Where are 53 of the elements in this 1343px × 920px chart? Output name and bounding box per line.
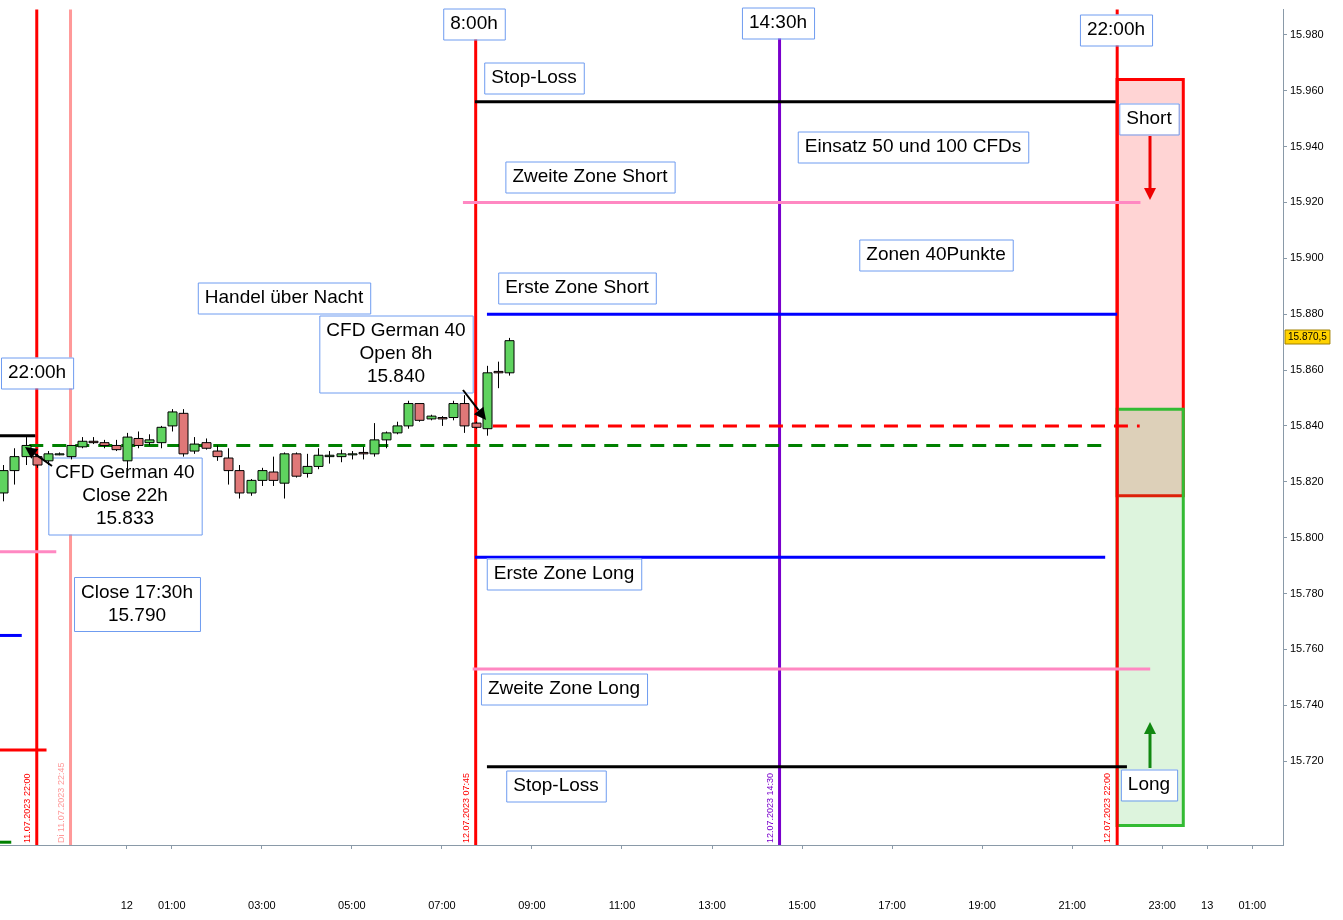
x-tick-label: 05:00 bbox=[338, 898, 366, 911]
y-tick-label: 15.800 bbox=[1290, 530, 1324, 543]
annotation: Stop-Loss bbox=[491, 66, 577, 88]
y-tick-label: 15.940 bbox=[1290, 139, 1324, 152]
x-tick-label: 19:00 bbox=[968, 898, 996, 911]
y-tick-label: 15.980 bbox=[1290, 27, 1324, 40]
y-tick-label: 15.860 bbox=[1290, 363, 1324, 376]
x-tick-label: 15:00 bbox=[788, 898, 816, 911]
annotation: 8:00h bbox=[450, 12, 498, 34]
ref-line-label: 11.07.2023 22:00 bbox=[21, 773, 32, 843]
annotation: Erste Zone Short bbox=[505, 276, 650, 298]
annotation: Zonen 40Punkte bbox=[866, 243, 1006, 265]
annotation: Zweite Zone Long bbox=[487, 677, 641, 699]
x-tick-label: 12 bbox=[120, 898, 133, 911]
annotation: Stop-Loss bbox=[513, 774, 599, 796]
y-tick-label: 15.780 bbox=[1290, 586, 1324, 599]
x-tick-label: 13 bbox=[1201, 898, 1214, 911]
annotation: Handel über Nacht bbox=[204, 286, 364, 308]
y-tick-label: 15.760 bbox=[1290, 642, 1324, 655]
y-tick-label: 15.720 bbox=[1290, 754, 1324, 767]
x-tick-label: 01:00 bbox=[1238, 898, 1266, 911]
x-tick-label: 09:00 bbox=[518, 898, 546, 911]
y-tick-label: 15.820 bbox=[1290, 474, 1324, 487]
annotation: Zweite Zone Short bbox=[512, 165, 669, 187]
annotation: 22:00h bbox=[7, 361, 67, 383]
x-tick-label: 23:00 bbox=[1148, 898, 1176, 911]
annotation: 22:00h bbox=[1086, 18, 1146, 40]
text: 15.870,5 bbox=[1288, 330, 1328, 342]
y-tick-label: 15.900 bbox=[1290, 251, 1324, 264]
y-tick-label: 15.920 bbox=[1290, 195, 1324, 208]
annotation: Long bbox=[1127, 773, 1171, 795]
annotation: Erste Zone Long bbox=[493, 562, 635, 584]
x-tick-label: 03:00 bbox=[248, 898, 276, 911]
annotation: CFD German 40 Open 8h 15.840 bbox=[326, 319, 466, 387]
x-tick-label: 13:00 bbox=[698, 898, 726, 911]
ref-line-label: Di 11.07.2023 22:45 bbox=[55, 762, 66, 843]
x-tick-label: 07:00 bbox=[428, 898, 456, 911]
x-tick-label: 17:00 bbox=[878, 898, 906, 911]
x-tick-label: 21:00 bbox=[1058, 898, 1086, 911]
y-tick-label: 15.740 bbox=[1290, 698, 1324, 711]
x-tick-label: 11:00 bbox=[608, 898, 636, 911]
annotation: Einsatz 50 und 100 CFDs bbox=[804, 135, 1022, 157]
annotation: Close 17:30h 15.790 bbox=[81, 580, 193, 625]
x-tick-label: 01:00 bbox=[158, 898, 186, 911]
y-tick-label: 15.960 bbox=[1290, 83, 1324, 96]
ref-line-label: 12.07.2023 22:00 bbox=[1102, 772, 1113, 843]
annotation: CFD German 40 Close 22h 15.833 bbox=[55, 461, 195, 529]
y-tick-label: 15.880 bbox=[1290, 307, 1324, 320]
annotation: Short bbox=[1126, 107, 1173, 129]
ref-line-label: 12.07.2023 07:45 bbox=[460, 772, 471, 843]
ref-line-label: 12.07.2023 14:30 bbox=[764, 772, 775, 843]
annotation: 14:30h bbox=[748, 11, 808, 33]
y-tick-label: 15.840 bbox=[1290, 418, 1324, 431]
